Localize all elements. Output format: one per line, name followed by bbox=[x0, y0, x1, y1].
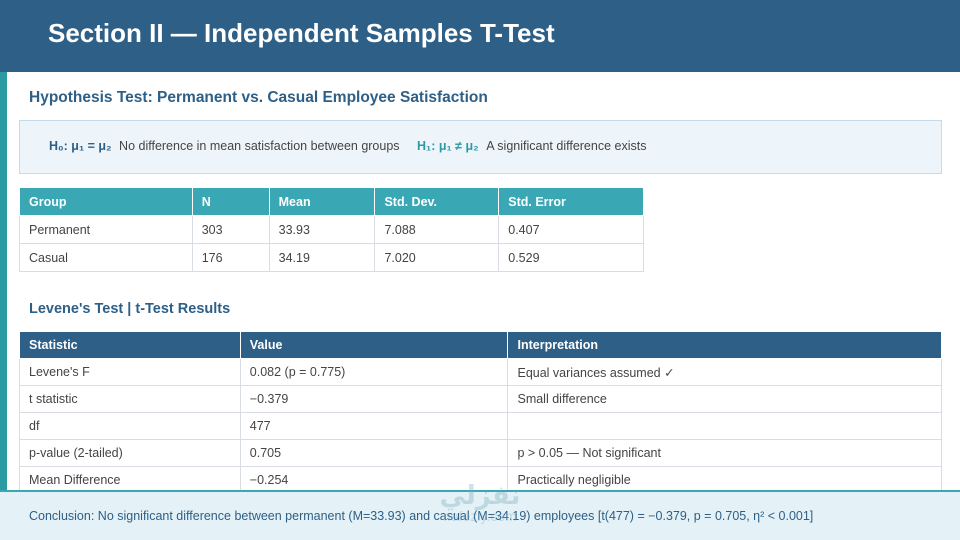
table-cell: Levene's F bbox=[19, 358, 241, 386]
table-cell: 477 bbox=[239, 412, 509, 440]
table-cell: −0.254 bbox=[239, 466, 509, 494]
table-cell: 176 bbox=[191, 243, 270, 272]
table-cell: df bbox=[19, 412, 241, 440]
table-row: Casual 176 34.19 7.020 0.529 bbox=[19, 243, 644, 272]
descriptives-table: Group N Mean Std. Dev. Std. Error Perman… bbox=[19, 187, 644, 272]
table-cell: 0.082 (p = 0.775) bbox=[239, 358, 509, 386]
table-cell: 7.088 bbox=[374, 215, 500, 244]
column-header: Std. Error bbox=[498, 187, 644, 216]
table-row: p-value (2-tailed) 0.705 p > 0.05 — Not … bbox=[19, 439, 942, 467]
table-cell: 34.19 bbox=[268, 243, 376, 272]
table-cell: Casual bbox=[19, 243, 193, 272]
table-cell: p-value (2-tailed) bbox=[19, 439, 241, 467]
table-cell: Mean Difference bbox=[19, 466, 241, 494]
table-header-row: Group N Mean Std. Dev. Std. Error bbox=[19, 187, 644, 216]
conclusion-text: Conclusion: No significant difference be… bbox=[29, 509, 814, 523]
left-accent-bar bbox=[0, 72, 7, 492]
column-header: Statistic bbox=[19, 331, 241, 359]
table-row: Levene's F 0.082 (p = 0.775) Equal varia… bbox=[19, 358, 942, 386]
column-header: N bbox=[191, 187, 270, 216]
table-cell: 0.529 bbox=[498, 243, 644, 272]
title-banner: Section II — Independent Samples T-Test bbox=[0, 0, 960, 72]
column-header: Group bbox=[19, 187, 193, 216]
table-header-row: Statistic Value Interpretation bbox=[19, 331, 942, 359]
hypothesis-box: H₀: μ₁ = μ₂ No difference in mean satisf… bbox=[19, 120, 942, 174]
table-cell: 7.020 bbox=[374, 243, 500, 272]
hypothesis-line: H₀: μ₁ = μ₂ No difference in mean satisf… bbox=[49, 139, 646, 153]
table-cell: Equal variances assumed ✓ bbox=[507, 358, 942, 386]
table-cell: Small difference bbox=[507, 385, 942, 413]
table-row: df 477 bbox=[19, 412, 942, 440]
conclusion-bar: Conclusion: No significant difference be… bbox=[0, 490, 960, 540]
slide-title: Section II — Independent Samples T-Test bbox=[48, 18, 555, 48]
table-cell bbox=[507, 412, 942, 440]
null-hypothesis-symbol: H₀: μ₁ = μ₂ bbox=[49, 139, 112, 153]
table-cell: 303 bbox=[191, 215, 270, 244]
results-table: Statistic Value Interpretation Levene's … bbox=[19, 331, 942, 494]
table-cell: 0.407 bbox=[498, 215, 644, 244]
column-header: Mean bbox=[268, 187, 376, 216]
column-header: Value bbox=[239, 331, 509, 359]
table-row: Permanent 303 33.93 7.088 0.407 bbox=[19, 215, 644, 244]
table-row: t statistic −0.379 Small difference bbox=[19, 385, 942, 413]
table-cell: p > 0.05 — Not significant bbox=[507, 439, 942, 467]
column-header: Interpretation bbox=[507, 331, 942, 359]
table-cell: t statistic bbox=[19, 385, 241, 413]
alt-hypothesis-symbol: H₁: μ₁ ≠ μ₂ bbox=[417, 139, 479, 153]
alt-hypothesis-text: A significant difference exists bbox=[486, 139, 647, 153]
table-cell: −0.379 bbox=[239, 385, 509, 413]
hypothesis-heading: Hypothesis Test: Permanent vs. Casual Em… bbox=[29, 89, 488, 106]
results-heading: Levene's Test | t-Test Results bbox=[29, 301, 231, 317]
column-header: Std. Dev. bbox=[374, 187, 500, 216]
null-hypothesis-text: No difference in mean satisfaction betwe… bbox=[119, 139, 400, 153]
table-cell: 0.705 bbox=[239, 439, 509, 467]
table-cell: Permanent bbox=[19, 215, 193, 244]
table-cell: 33.93 bbox=[268, 215, 376, 244]
